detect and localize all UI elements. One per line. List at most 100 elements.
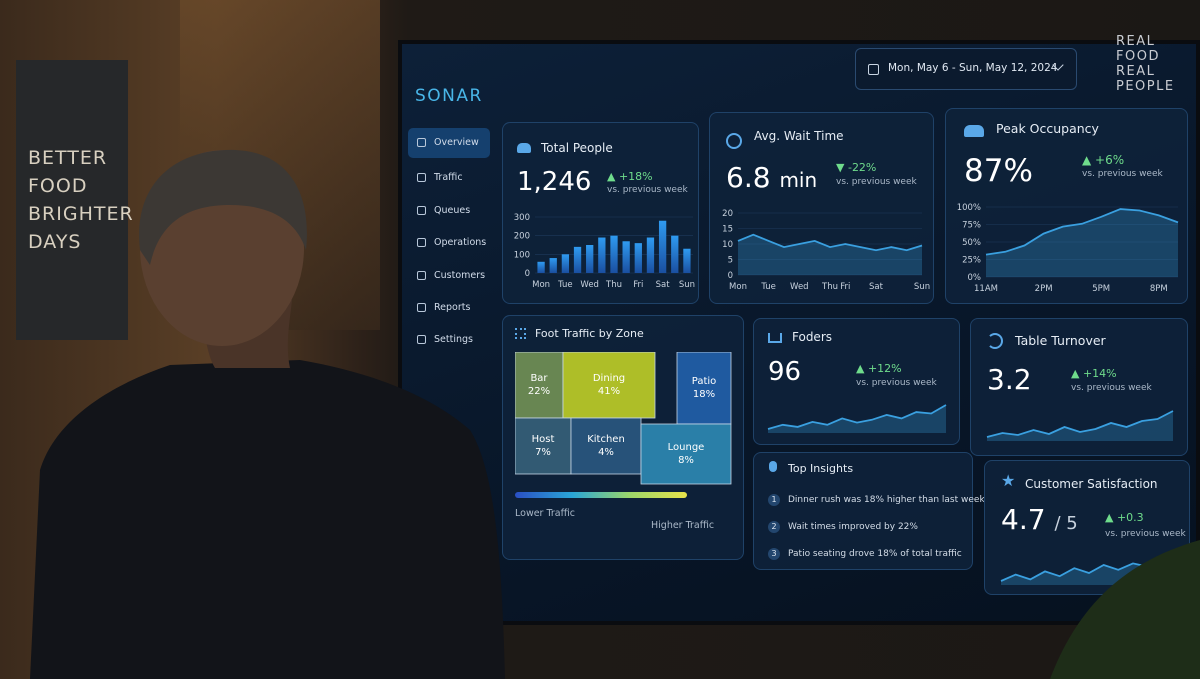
sign-line: BRIGHTER xyxy=(28,203,134,225)
sign-line: BETTER xyxy=(28,147,108,169)
bar xyxy=(586,245,594,273)
card-title: Foot Traffic by Zone xyxy=(535,327,644,340)
bar xyxy=(537,261,545,273)
x-tick-label: Fri xyxy=(840,282,850,292)
card-value: 6.8 min xyxy=(726,161,817,194)
insight-number: 3 xyxy=(768,548,780,560)
card-comparison: vs. previous week xyxy=(1071,383,1152,393)
x-tick-label: Wed xyxy=(790,282,809,292)
peak-occupancy-card: Peak Occupancy 87% ▲ +6% vs. previous we… xyxy=(945,108,1188,304)
card-comparison: vs. previous week xyxy=(836,177,917,187)
line xyxy=(737,233,923,252)
nav-label: Settings xyxy=(434,334,473,345)
insight-row: 3 Patio seating drove 18% of total traffi… xyxy=(768,541,962,560)
insight-text: Dinner rush was 18% higher than last wee… xyxy=(788,495,985,505)
zone-map: Bar 22% Dining 41% Patio 18% Host 7% Kitchen 4% Lo… xyxy=(515,352,732,485)
area-fill xyxy=(986,209,1178,277)
bar xyxy=(610,235,618,273)
total-people-card: Total People 1,246 ▲ +18% vs. previous w… xyxy=(502,122,699,304)
legend-gradient xyxy=(515,492,687,498)
x-tick-label: Thu xyxy=(821,282,838,292)
bar xyxy=(683,248,691,273)
zone xyxy=(640,423,732,485)
icon xyxy=(768,333,782,343)
x-tick-label: Wed xyxy=(580,280,599,290)
card-comparison: vs. previous week xyxy=(1082,169,1163,179)
change-text: +18% xyxy=(618,170,653,183)
change-text: +6% xyxy=(1095,153,1125,167)
zone-name: Host xyxy=(532,434,555,445)
y-tick-label: 15 xyxy=(722,225,733,235)
bar xyxy=(658,220,667,273)
bar-chart: 0 100 200 300 Mon Tue Wed Thu Fri Sat Sun xyxy=(514,213,695,290)
zone-value: 4% xyxy=(598,447,614,458)
card-value: 3.2 xyxy=(987,363,1032,396)
icon xyxy=(517,143,531,153)
y-tick-label: 50% xyxy=(962,238,981,248)
icon xyxy=(515,328,526,339)
zone-value: 41% xyxy=(598,386,620,397)
card-title: Foders xyxy=(792,330,833,344)
bar xyxy=(622,241,630,273)
nav-item[interactable]: Queues xyxy=(408,196,490,226)
brand: SONAR xyxy=(415,86,483,106)
x-tick-label: 8PM xyxy=(1150,284,1168,294)
line xyxy=(985,208,1179,256)
nav-item[interactable]: Reports xyxy=(408,293,490,323)
card-value: 87% xyxy=(964,153,1033,189)
sign-line: FOOD xyxy=(1116,49,1160,64)
legend-high: Higher Traffic xyxy=(651,520,715,531)
nav-item[interactable]: Traffic xyxy=(408,163,490,193)
sign-line: REAL xyxy=(1116,64,1156,79)
card-value: 4.7 / 5 xyxy=(1001,503,1078,536)
x-tick-label: Sat xyxy=(869,282,884,292)
wall-sign-right: REAL FOOD REAL PEOPLE xyxy=(1116,34,1175,94)
nav-label: Operations xyxy=(434,237,487,248)
sign-line: REAL xyxy=(1116,34,1156,49)
y-tick-label: 0% xyxy=(968,273,982,283)
card-value: 1,246 xyxy=(517,167,592,197)
change-text: -22% xyxy=(847,161,877,174)
legend-low: Lower Traffic xyxy=(515,508,576,519)
insight-text: Patio seating drove 18% of total traffic xyxy=(788,549,962,559)
insight-text: Wait times improved by 22% xyxy=(788,522,918,532)
nav-label: Reports xyxy=(434,302,471,313)
card-comparison: vs. previous week xyxy=(1105,529,1186,539)
zone-name: Bar xyxy=(530,373,548,384)
line xyxy=(986,410,1174,438)
area-fill xyxy=(768,405,946,433)
card-comparison: vs. previous week xyxy=(856,378,937,388)
insight-number: 2 xyxy=(768,521,780,533)
sparkline xyxy=(767,404,947,433)
zone-value: 7% xyxy=(535,447,551,458)
bar xyxy=(561,254,570,273)
insight-row: 2 Wait times improved by 22% xyxy=(768,514,918,533)
y-tick-label: 100 xyxy=(514,250,530,260)
nav-label: Queues xyxy=(434,205,471,216)
nav-item[interactable]: Customers xyxy=(408,261,490,291)
nav-item[interactable]: Settings xyxy=(408,325,490,355)
icon xyxy=(769,461,777,472)
nav-item[interactable]: Operations xyxy=(408,228,490,258)
card-change: ▼ -22% xyxy=(836,161,877,174)
zone-name: Lounge xyxy=(668,442,705,453)
top-insights-card: Top Insights 1 Dinner rush was 18% higher… xyxy=(753,452,985,570)
x-tick-label: Mon xyxy=(532,280,550,290)
line xyxy=(767,404,947,430)
sign-line: FOOD xyxy=(28,175,88,197)
zone-value: 18% xyxy=(693,389,715,400)
icon xyxy=(964,125,984,137)
change-text: +0.3 xyxy=(1116,511,1144,524)
value-number: 6.8 xyxy=(726,161,771,194)
x-tick-label: Tue xyxy=(760,282,776,292)
sparkline xyxy=(986,410,1174,441)
date-picker[interactable]: Mon, May 6 - Sun, May 12, 2024 xyxy=(855,48,1077,90)
bar xyxy=(573,246,582,273)
nav-label: Overview xyxy=(434,137,479,148)
wall-sign-left: BETTER FOOD BRIGHTER DAYS xyxy=(16,60,133,340)
value-number: 4.7 xyxy=(1001,503,1046,536)
zone-name: Kitchen xyxy=(587,434,625,445)
area-chart: 0 5 10 15 20 Mon Tue Wed Thu Fri Sat Sun xyxy=(722,209,930,292)
sign-line: PEOPLE xyxy=(1116,79,1175,94)
nav-item[interactable]: Overview xyxy=(408,128,490,158)
